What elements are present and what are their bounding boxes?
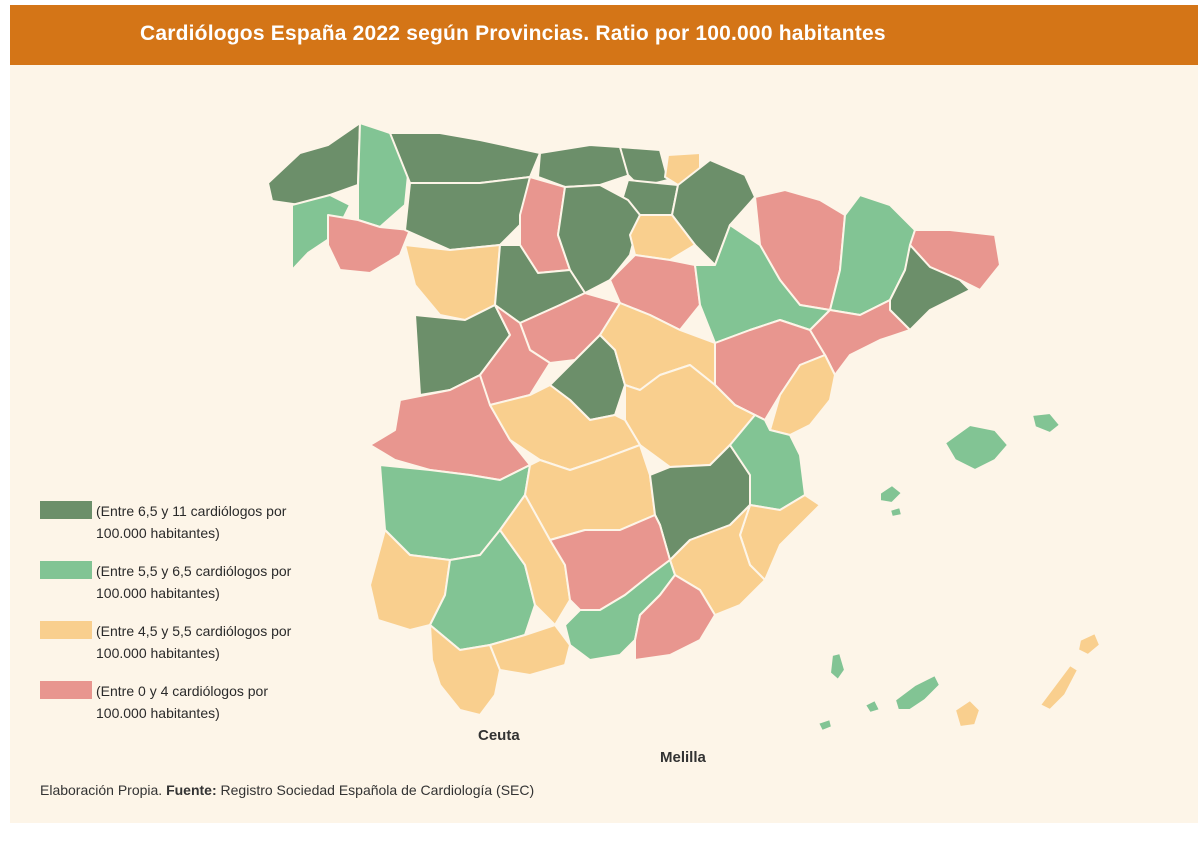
island-mallorca	[944, 424, 1009, 471]
legend: (Entre 6,5 y 11 cardiólogos por 100.000 …	[38, 495, 338, 735]
legend-line-2: 100.000 habitantes)	[96, 705, 220, 721]
legend-line-2: 100.000 habitantes)	[96, 645, 220, 661]
source-label: Fuente:	[166, 782, 217, 798]
island-la-gomera	[864, 699, 881, 714]
legend-line-1: (Entre 6,5 y 11 cardiólogos por	[96, 503, 287, 519]
legend-line-1: (Entre 4,5 y 5,5 cardiólogos por	[96, 623, 292, 639]
province-malaga	[489, 624, 571, 676]
title-bar: Cardiólogos España 2022 según Provincias…	[10, 5, 1198, 65]
legend-item-high: (Entre 6,5 y 11 cardiólogos por 100.000 …	[38, 495, 338, 555]
legend-label-mid-high: (Entre 5,5 y 6,5 cardiólogos por 100.000…	[96, 560, 336, 604]
legend-swatch-low	[40, 681, 92, 699]
label-melilla: Melilla	[660, 749, 706, 766]
province-barcelona	[889, 244, 971, 331]
label-ceuta: Ceuta	[478, 727, 520, 744]
province-cadiz	[429, 624, 501, 716]
province-ourense	[327, 214, 411, 274]
island-la-palma	[829, 652, 846, 681]
province-cantabria	[537, 144, 631, 188]
legend-item-mid-low: (Entre 4,5 y 5,5 cardiólogos por 100.000…	[38, 615, 338, 675]
legend-line-2: 100.000 habitantes)	[96, 585, 220, 601]
legend-line-2: 100.000 habitantes)	[96, 525, 220, 541]
map-figure: Cardiólogos España 2022 según Provincias…	[10, 5, 1198, 823]
island-fuerteventura	[1039, 664, 1079, 711]
island-lanzarote	[1077, 632, 1101, 656]
legend-line-1: (Entre 0 y 4 cardiólogos por	[96, 683, 268, 699]
island-el-hierro	[817, 718, 833, 732]
island-menorca	[1031, 412, 1061, 434]
legend-label-high: (Entre 6,5 y 11 cardiólogos por 100.000 …	[96, 500, 336, 544]
legend-swatch-high	[40, 501, 92, 519]
legend-line-1: (Entre 5,5 y 6,5 cardiólogos por	[96, 563, 292, 579]
map-title: Cardiólogos España 2022 según Provincias…	[140, 22, 886, 45]
island-ibiza	[879, 484, 903, 504]
province-almeria	[634, 574, 716, 661]
province-a-coruna	[267, 122, 361, 206]
legend-item-low: (Entre 0 y 4 cardiólogos por 100.000 hab…	[38, 675, 338, 735]
province-burgos	[557, 184, 641, 294]
province-castellon	[769, 354, 836, 436]
source-text: Registro Sociedad Española de Cardiologí…	[220, 782, 535, 798]
legend-label-mid-low: (Entre 4,5 y 5,5 cardiólogos por 100.000…	[96, 620, 336, 664]
legend-item-mid-high: (Entre 5,5 y 6,5 cardiólogos por 100.000…	[38, 555, 338, 615]
legend-swatch-mid-high	[40, 561, 92, 579]
source-prefix: Elaboración Propia.	[40, 782, 163, 798]
province-tarragona	[809, 299, 911, 376]
island-tenerife	[894, 674, 941, 711]
source-note: Elaboración Propia. Fuente: Registro Soc…	[40, 782, 534, 798]
province-leon	[404, 176, 531, 251]
legend-swatch-mid-low	[40, 621, 92, 639]
legend-label-low: (Entre 0 y 4 cardiólogos por 100.000 hab…	[96, 680, 336, 724]
island-formentera	[889, 506, 903, 518]
spain-provinces-map	[267, 122, 1101, 732]
island-gran-canaria	[954, 699, 981, 728]
